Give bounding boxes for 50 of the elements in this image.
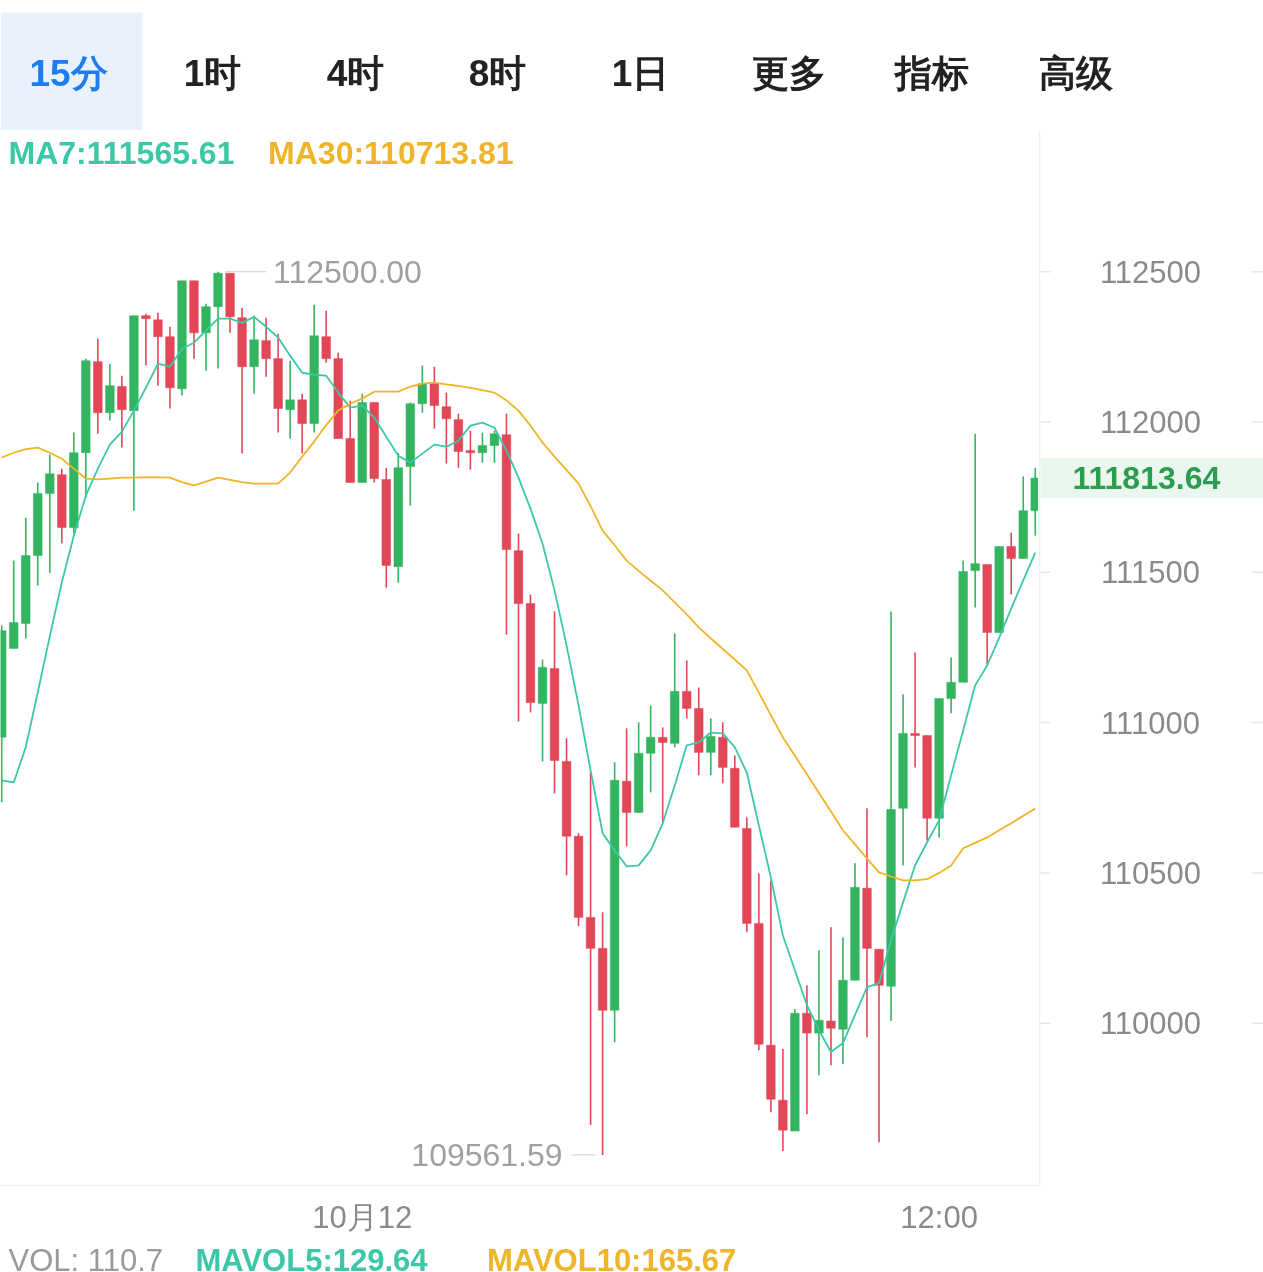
candlestick <box>321 310 331 364</box>
annotation: 109561.59 <box>411 1136 563 1173</box>
annotation: 112500.00 <box>273 253 422 290</box>
y-tick-label: 111000 <box>1101 705 1200 741</box>
candlestick <box>297 393 307 455</box>
text: 1日 <box>611 53 670 94</box>
line-series <box>0 315 1037 1053</box>
candlestick <box>826 926 836 1067</box>
text: 1时 <box>183 53 242 94</box>
candlestick <box>802 984 812 1116</box>
text: 111813.64 <box>1072 460 1221 497</box>
candlestick <box>706 717 716 777</box>
candlestick <box>946 656 956 715</box>
candlestick <box>814 949 824 1076</box>
text: MAVOL10:165.67 <box>487 1243 737 1272</box>
text: 更多 <box>751 53 826 94</box>
text: MA30:110713.81 <box>268 134 514 171</box>
text: 4时 <box>326 53 385 94</box>
candlestick <box>285 359 295 440</box>
y-tick-label: 112000 <box>1099 405 1202 441</box>
candlestick <box>117 374 127 449</box>
text: 15分 <box>29 53 108 94</box>
text: MA7:111565.61 <box>8 134 235 171</box>
candlestick <box>646 704 656 794</box>
candlestick <box>153 311 163 387</box>
x-tick-label: 10月12 <box>312 1199 413 1235</box>
y-tick-label: 110000 <box>1099 1006 1202 1042</box>
candlestick <box>489 429 500 464</box>
candlestick <box>682 659 692 720</box>
y-tick-label: 112500 <box>1099 254 1202 290</box>
text: MAVOL5:129.64 <box>195 1243 429 1272</box>
y-tick-label: 110500 <box>1099 855 1202 891</box>
candlestick <box>910 651 920 769</box>
candlestick <box>1006 531 1016 596</box>
candlestick <box>970 432 980 609</box>
candlestick <box>141 313 151 367</box>
text: 8时 <box>468 53 527 94</box>
text: 指标 <box>892 53 969 94</box>
text: 高级 <box>1038 53 1114 94</box>
candlestick <box>417 364 427 414</box>
y-tick-label: 111500 <box>1101 555 1200 591</box>
candlestick <box>429 365 439 430</box>
line-series <box>0 381 1037 882</box>
candlestick <box>45 453 55 574</box>
text: VOL: 110.7 <box>8 1243 164 1272</box>
candlestick <box>441 391 451 465</box>
candlestick <box>465 429 475 471</box>
x-tick-label: 12:00 <box>900 1199 978 1235</box>
candlestick <box>477 431 487 464</box>
candlestick <box>261 316 271 378</box>
